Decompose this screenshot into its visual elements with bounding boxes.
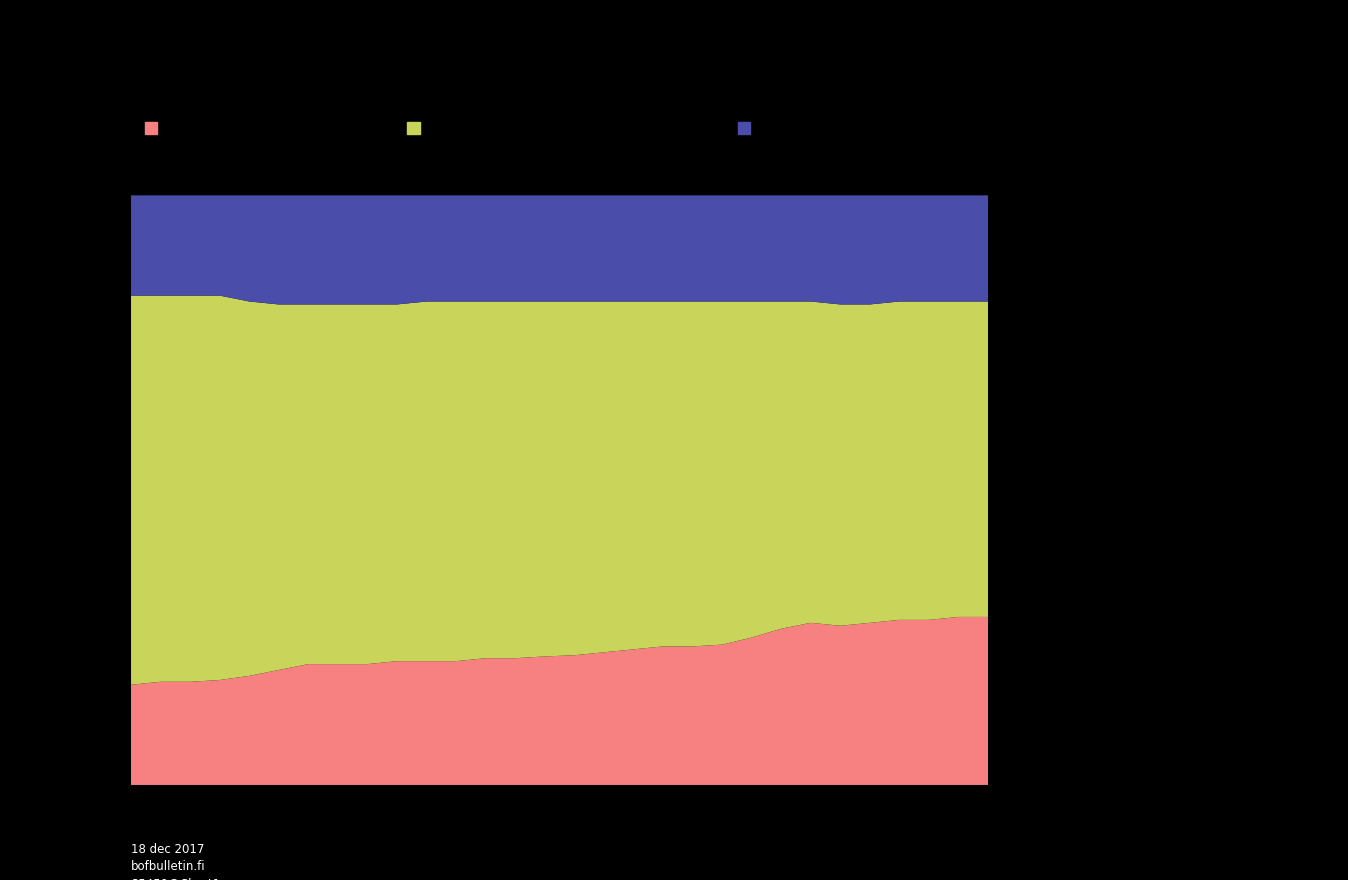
Text: 18 dec 2017
bofbulletin.fi
35459@Chart1: 18 dec 2017 bofbulletin.fi 35459@Chart1 [131,843,220,880]
Legend: Retired persons, Working-age households, Other households: Retired persons, Working-age households,… [139,115,899,143]
